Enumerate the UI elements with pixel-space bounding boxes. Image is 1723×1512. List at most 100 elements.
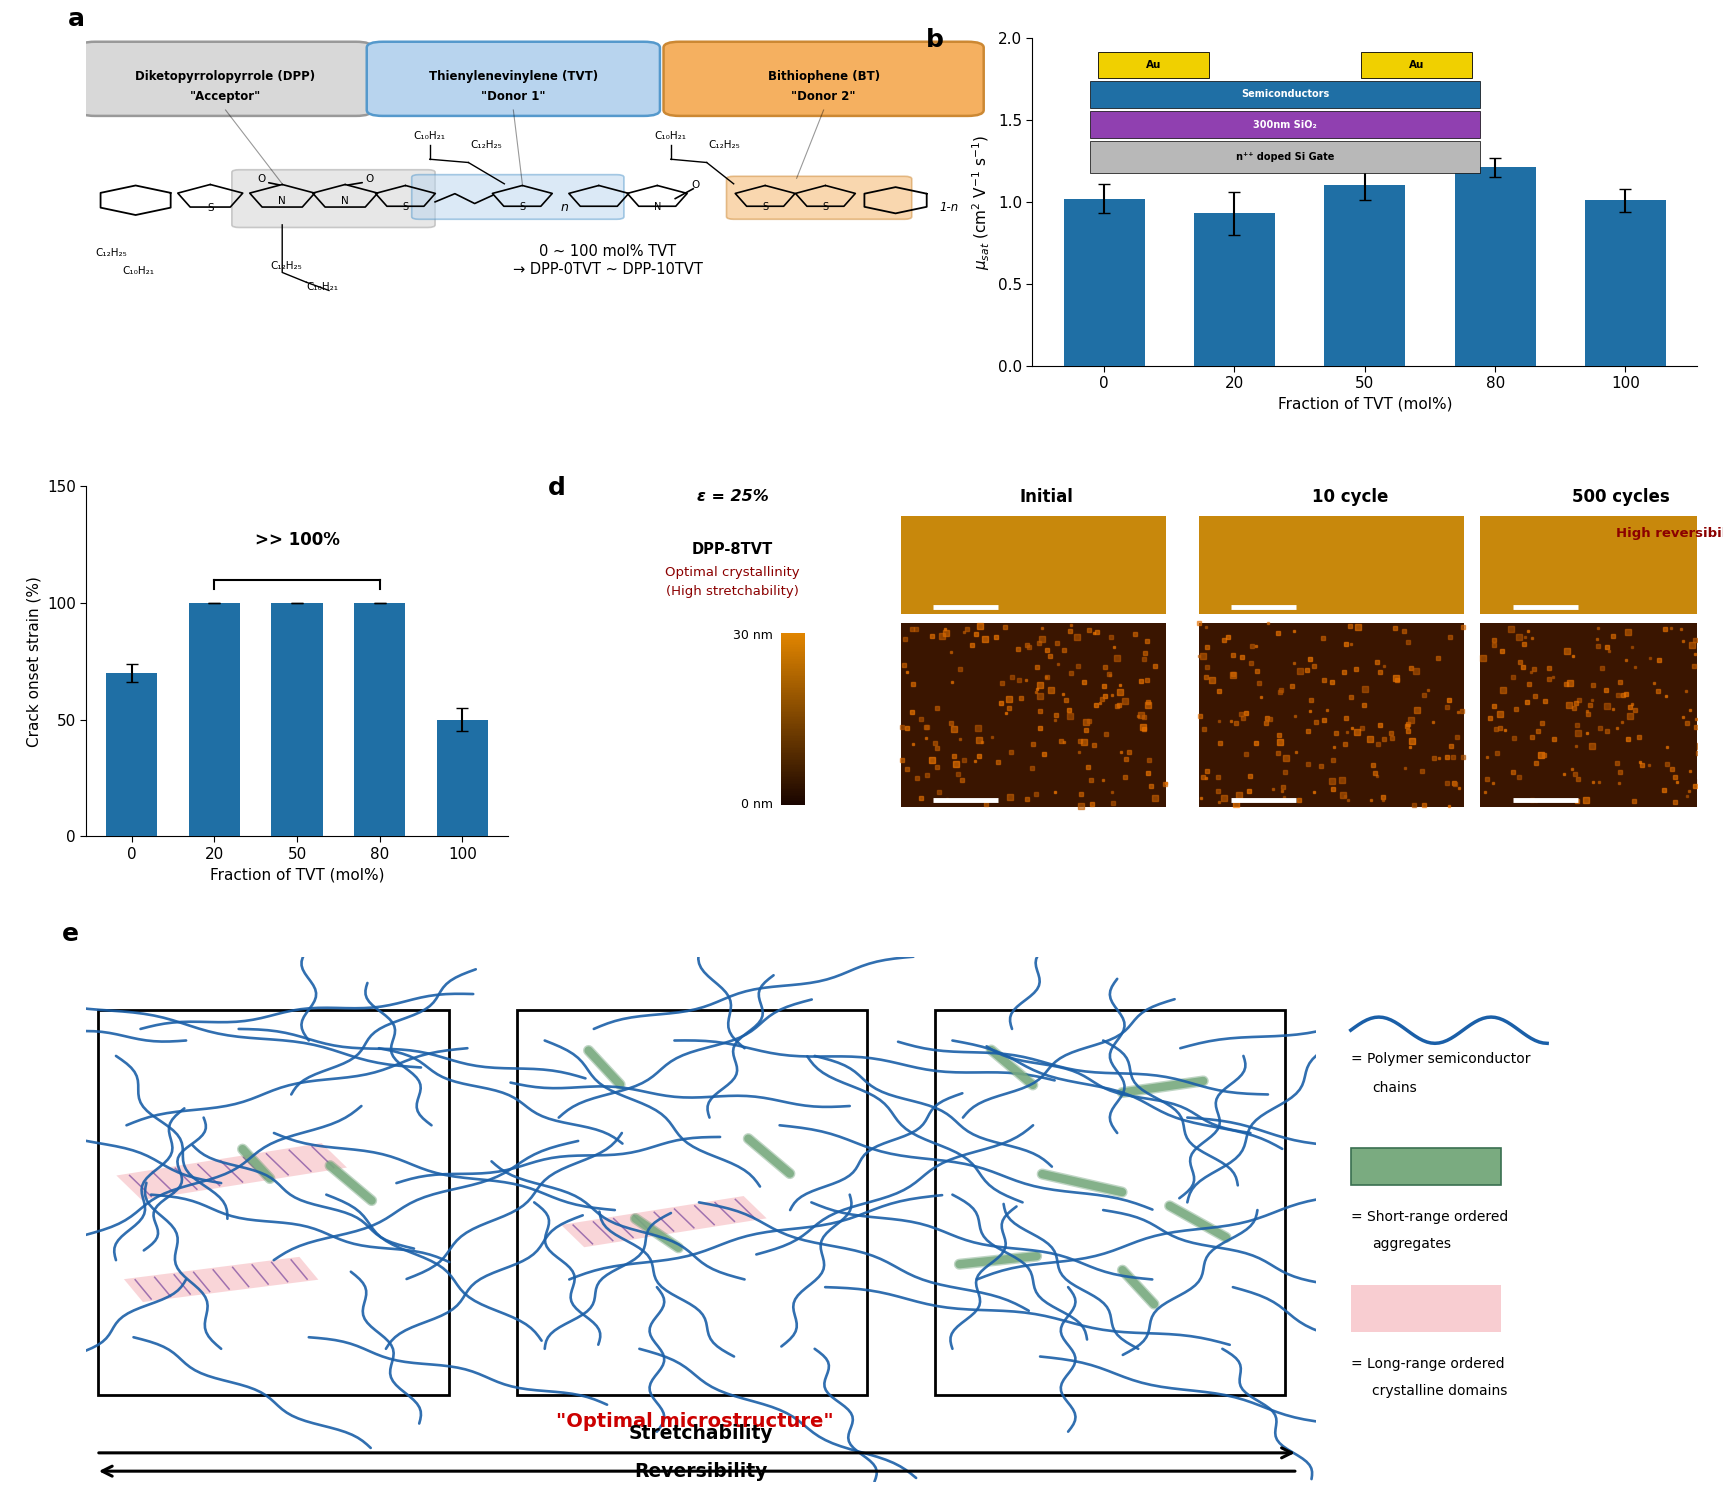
Text: chains: chains <box>1372 1081 1416 1095</box>
FancyBboxPatch shape <box>727 177 911 219</box>
Text: C₁₂H₂₅: C₁₂H₂₅ <box>271 262 302 271</box>
Bar <box>781 783 805 786</box>
Bar <box>781 683 805 686</box>
Text: N: N <box>341 197 350 206</box>
Bar <box>781 715 805 717</box>
Bar <box>781 714 805 715</box>
Bar <box>781 771 805 774</box>
Bar <box>781 742 805 745</box>
Text: Thienylenevinylene (TVT): Thienylenevinylene (TVT) <box>429 70 598 83</box>
Bar <box>781 727 805 729</box>
Text: 1-n: 1-n <box>941 201 960 215</box>
Bar <box>781 656 805 659</box>
Text: "Donor 1": "Donor 1" <box>481 91 546 103</box>
Bar <box>781 664 805 665</box>
Bar <box>781 647 805 649</box>
Bar <box>781 667 805 670</box>
Bar <box>781 773 805 776</box>
Bar <box>781 641 805 644</box>
Bar <box>781 765 805 767</box>
Text: "Acceptor": "Acceptor" <box>190 91 262 103</box>
Bar <box>1194 213 1275 366</box>
Bar <box>272 603 322 836</box>
Bar <box>781 686 805 688</box>
Bar <box>781 782 805 785</box>
Text: "Optimal microstructure": "Optimal microstructure" <box>557 1412 834 1430</box>
Bar <box>781 709 805 712</box>
Text: = Long-range ordered: = Long-range ordered <box>1351 1356 1504 1370</box>
Text: S: S <box>822 201 829 212</box>
Bar <box>781 745 805 748</box>
Bar <box>781 705 805 708</box>
Bar <box>781 708 805 711</box>
Bar <box>1063 198 1144 366</box>
Bar <box>781 738 805 739</box>
Text: crystalline domains: crystalline domains <box>1372 1385 1508 1399</box>
Bar <box>781 680 805 683</box>
Bar <box>781 759 805 762</box>
Y-axis label: $\mu_{sat}$ (cm$^2$ V$^{-1}$ s$^{-1}$): $\mu_{sat}$ (cm$^2$ V$^{-1}$ s$^{-1}$) <box>970 135 992 269</box>
Bar <box>781 676 805 677</box>
Bar <box>781 779 805 780</box>
Bar <box>438 720 488 836</box>
Text: "Donor 2": "Donor 2" <box>791 91 856 103</box>
Text: O: O <box>365 174 374 184</box>
Bar <box>781 662 805 664</box>
Bar <box>1454 168 1535 366</box>
Bar <box>781 706 805 709</box>
Bar <box>781 668 805 671</box>
Text: = Polymer semiconductor: = Polymer semiconductor <box>1351 1052 1530 1066</box>
Bar <box>781 674 805 676</box>
Bar <box>781 764 805 765</box>
Bar <box>781 691 805 694</box>
Text: ε = 25%: ε = 25% <box>696 490 768 505</box>
Bar <box>781 751 805 753</box>
Bar <box>562 1196 767 1247</box>
Bar <box>1585 200 1666 366</box>
Bar <box>517 1010 867 1396</box>
FancyBboxPatch shape <box>79 42 372 116</box>
Bar <box>781 732 805 735</box>
Bar <box>781 726 805 727</box>
Bar <box>781 797 805 800</box>
Bar <box>107 673 157 836</box>
Bar <box>355 603 405 836</box>
FancyBboxPatch shape <box>412 175 624 219</box>
Bar <box>1199 623 1465 806</box>
Bar <box>781 792 805 795</box>
Bar <box>117 1143 346 1201</box>
Bar <box>1480 623 1723 806</box>
Bar <box>781 703 805 706</box>
Text: Stretchability: Stretchability <box>629 1424 774 1444</box>
Bar <box>781 670 805 673</box>
Text: >> 100%: >> 100% <box>255 531 339 549</box>
Bar <box>781 682 805 685</box>
Bar <box>781 643 805 646</box>
Text: High reversibility: High reversibility <box>1616 526 1723 540</box>
Text: N: N <box>279 197 286 206</box>
Y-axis label: Crack onset strain (%): Crack onset strain (%) <box>26 576 41 747</box>
Text: Initial: Initial <box>1020 488 1073 507</box>
X-axis label: Fraction of TVT (mol%): Fraction of TVT (mol%) <box>210 868 384 883</box>
Bar <box>781 789 805 791</box>
Text: C₁₀H₂₁: C₁₀H₂₁ <box>655 132 687 141</box>
Bar <box>1199 516 1465 614</box>
Bar <box>781 794 805 797</box>
Bar <box>781 694 805 697</box>
Bar <box>781 699 805 700</box>
Bar <box>781 780 805 783</box>
Text: b: b <box>925 27 944 51</box>
Bar <box>1351 1285 1501 1332</box>
Text: d: d <box>548 476 567 500</box>
Text: C₁₂H₂₅: C₁₂H₂₅ <box>95 248 128 257</box>
Bar <box>781 753 805 754</box>
Bar <box>781 735 805 738</box>
Bar <box>781 653 805 656</box>
Bar <box>781 688 805 689</box>
Bar <box>781 785 805 788</box>
Text: O: O <box>257 174 265 184</box>
Text: S: S <box>403 201 408 212</box>
Text: C₁₂H₂₅: C₁₂H₂₅ <box>470 141 501 150</box>
Bar <box>781 798 805 801</box>
Bar <box>781 768 805 771</box>
